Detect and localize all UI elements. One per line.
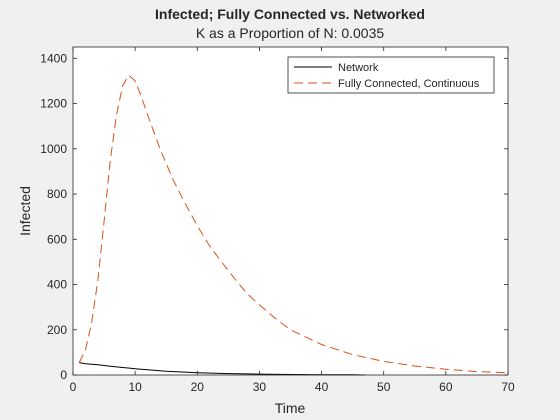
- axes-box: [72, 46, 509, 376]
- chart-title: Infected; Fully Connected vs. Networked: [155, 6, 425, 22]
- legend-label-network: Network: [338, 62, 379, 74]
- x-tick-label: 70: [501, 380, 515, 394]
- y-tick-label: 800: [47, 187, 67, 201]
- y-tick-label: 1200: [40, 97, 67, 111]
- x-tick-label: 10: [128, 380, 142, 394]
- x-tick-label: 20: [191, 380, 205, 394]
- y-axis-ticks: 0 200 400 600 800 1000 1200 1400: [40, 51, 508, 382]
- y-tick-label: 1400: [40, 51, 67, 65]
- legend: Network Fully Connected, Continuous: [287, 56, 495, 94]
- legend-label-fully-connected: Fully Connected, Continuous: [338, 78, 480, 90]
- y-tick-label: 0: [60, 368, 67, 382]
- x-axis-label: Time: [275, 400, 306, 416]
- x-tick-label: 60: [439, 380, 453, 394]
- legend-box: [287, 56, 495, 94]
- y-tick-label: 200: [47, 323, 67, 337]
- x-tick-label: 30: [253, 380, 267, 394]
- y-axis-label: Infected: [17, 186, 33, 236]
- y-tick-label: 1000: [40, 142, 67, 156]
- plot-area: [73, 47, 508, 375]
- chart-subtitle: K as a Proportion of N: 0.0035: [196, 25, 385, 41]
- x-axis-ticks: 0 10 20 30 40 50 60 70: [70, 47, 515, 394]
- x-tick-label: 40: [315, 380, 329, 394]
- y-tick-label: 600: [47, 232, 67, 246]
- y-tick-label: 400: [47, 278, 67, 292]
- x-tick-label: 50: [377, 380, 391, 394]
- x-tick-label: 0: [70, 380, 77, 394]
- series-line-1: [78, 74, 509, 374]
